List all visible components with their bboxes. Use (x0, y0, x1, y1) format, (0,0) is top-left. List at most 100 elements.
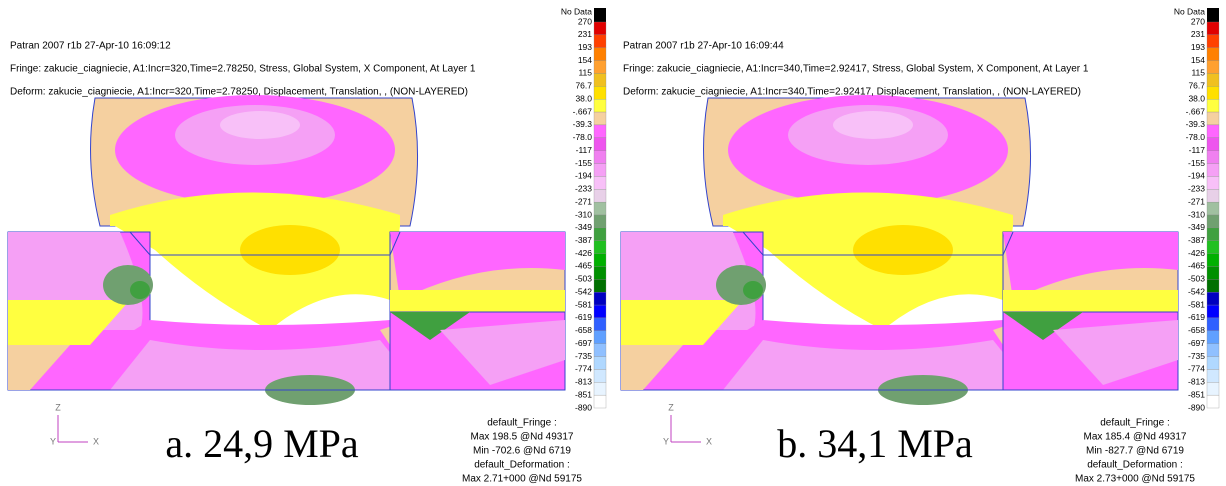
legend-label: No Data (1174, 6, 1205, 16)
legend-swatch (594, 22, 606, 35)
legend-label: 115 (1191, 68, 1205, 78)
contour-plot (621, 95, 1178, 405)
legend-swatch (1207, 292, 1219, 305)
legend-label: -387 (575, 235, 592, 245)
legend-label: -658 (575, 325, 592, 335)
legend-swatch (594, 395, 606, 408)
legend-label: -426 (1188, 248, 1205, 258)
legend-swatch (1207, 279, 1219, 292)
panel: Patran 2007 r1b 27-Apr-10 16:09:12Fringe… (8, 6, 606, 484)
legend-label: -387 (1188, 235, 1205, 245)
legend-swatch (1207, 382, 1219, 395)
legend-swatch (594, 35, 606, 48)
axis-label: Z (668, 402, 674, 412)
legend-swatch (1207, 99, 1219, 112)
legend-label: -194 (575, 171, 592, 181)
legend-swatch (1207, 202, 1219, 215)
legend-label: -233 (575, 184, 592, 194)
legend-swatch (594, 73, 606, 86)
legend-swatch (1207, 254, 1219, 267)
axis-label: X (93, 436, 99, 446)
legend-label: -619 (1188, 312, 1205, 322)
legend-swatch (594, 112, 606, 125)
legend-label: 76.7 (1188, 81, 1205, 91)
legend-swatch (1207, 112, 1219, 125)
legend-label: -697 (575, 338, 592, 348)
legend-swatch (1207, 228, 1219, 241)
result-info: Max 2.71+000 @Nd 59175 (462, 474, 582, 485)
legend-label: -735 (1188, 351, 1205, 361)
axis-label: Z (55, 402, 61, 412)
legend-swatch (594, 189, 606, 202)
legend-label: -310 (575, 209, 592, 219)
legend-swatch (1207, 8, 1219, 22)
legend-label: 193 (1191, 42, 1205, 52)
legend-label: -851 (1188, 389, 1205, 399)
legend-swatch (1207, 395, 1219, 408)
legend-label: -271 (575, 196, 592, 206)
legend-label: -735 (575, 351, 592, 361)
legend-swatch (1207, 266, 1219, 279)
legend-label: -.667 (1186, 106, 1206, 116)
legend-swatch (1207, 241, 1219, 254)
legend-swatch (1207, 176, 1219, 189)
axis-label: Y (663, 436, 669, 446)
legend-label: -813 (575, 377, 592, 387)
legend-swatch (594, 369, 606, 382)
legend-swatch (594, 86, 606, 99)
legend-swatch (1207, 215, 1219, 228)
figure: Patran 2007 r1b 27-Apr-10 16:09:12Fringe… (0, 0, 1226, 486)
legend-label: -581 (575, 299, 592, 309)
legend-label: -503 (1188, 274, 1205, 284)
legend-swatch (594, 228, 606, 241)
legend-swatch (1207, 369, 1219, 382)
legend-swatch (1207, 73, 1219, 86)
legend-swatch (1207, 305, 1219, 318)
legend-label: 115 (578, 68, 592, 78)
result-info: default_Deformation : (1087, 460, 1183, 471)
legend-label: -851 (575, 389, 592, 399)
legend-swatch (594, 357, 606, 370)
legend-swatch (1207, 357, 1219, 370)
legend-swatch (1207, 331, 1219, 344)
legend-label: -581 (1188, 299, 1205, 309)
legend-label: -310 (1188, 209, 1205, 219)
legend-label: 38.0 (1188, 93, 1205, 103)
legend-swatch (594, 151, 606, 164)
legend-label: 231 (1191, 29, 1205, 39)
legend-label: -890 (575, 402, 592, 412)
legend-swatch (1207, 35, 1219, 48)
legend-label: -155 (575, 158, 592, 168)
result-info: Min -702.6 @Nd 6719 (473, 446, 571, 457)
legend-swatch (594, 164, 606, 177)
legend-label: -78.0 (573, 132, 593, 142)
legend-label: -542 (1188, 286, 1205, 296)
legend-label: -542 (575, 286, 592, 296)
legend-label: 270 (578, 16, 592, 26)
legend-swatch (594, 331, 606, 344)
result-info: default_Fringe : (1100, 418, 1170, 429)
legend-swatch (594, 305, 606, 318)
legend-swatch (1207, 164, 1219, 177)
legend-swatch (1207, 318, 1219, 331)
legend-label: -349 (1188, 222, 1205, 232)
legend-label: -39.3 (1186, 119, 1206, 129)
legend-swatch (594, 215, 606, 228)
legend-swatch (1207, 22, 1219, 35)
legend-label: -117 (1189, 145, 1206, 155)
legend-swatch (594, 202, 606, 215)
header-line: Fringe: zakucie_ciagniecie, A1:Incr=320,… (10, 64, 476, 75)
panel: Patran 2007 r1b 27-Apr-10 16:09:44Fringe… (621, 6, 1219, 484)
legend-label: 38.0 (575, 93, 592, 103)
header-line: Patran 2007 r1b 27-Apr-10 16:09:44 (623, 41, 784, 52)
legend-swatch (594, 61, 606, 74)
legend-label: 231 (578, 29, 592, 39)
caption: a. 24,9 MPa (165, 421, 359, 466)
legend-label: -39.3 (573, 119, 593, 129)
legend-label: -426 (575, 248, 592, 258)
legend-label: No Data (561, 6, 592, 16)
legend-label: -271 (1188, 196, 1205, 206)
legend-swatch (594, 176, 606, 189)
legend-label: -349 (575, 222, 592, 232)
legend-label: -619 (575, 312, 592, 322)
